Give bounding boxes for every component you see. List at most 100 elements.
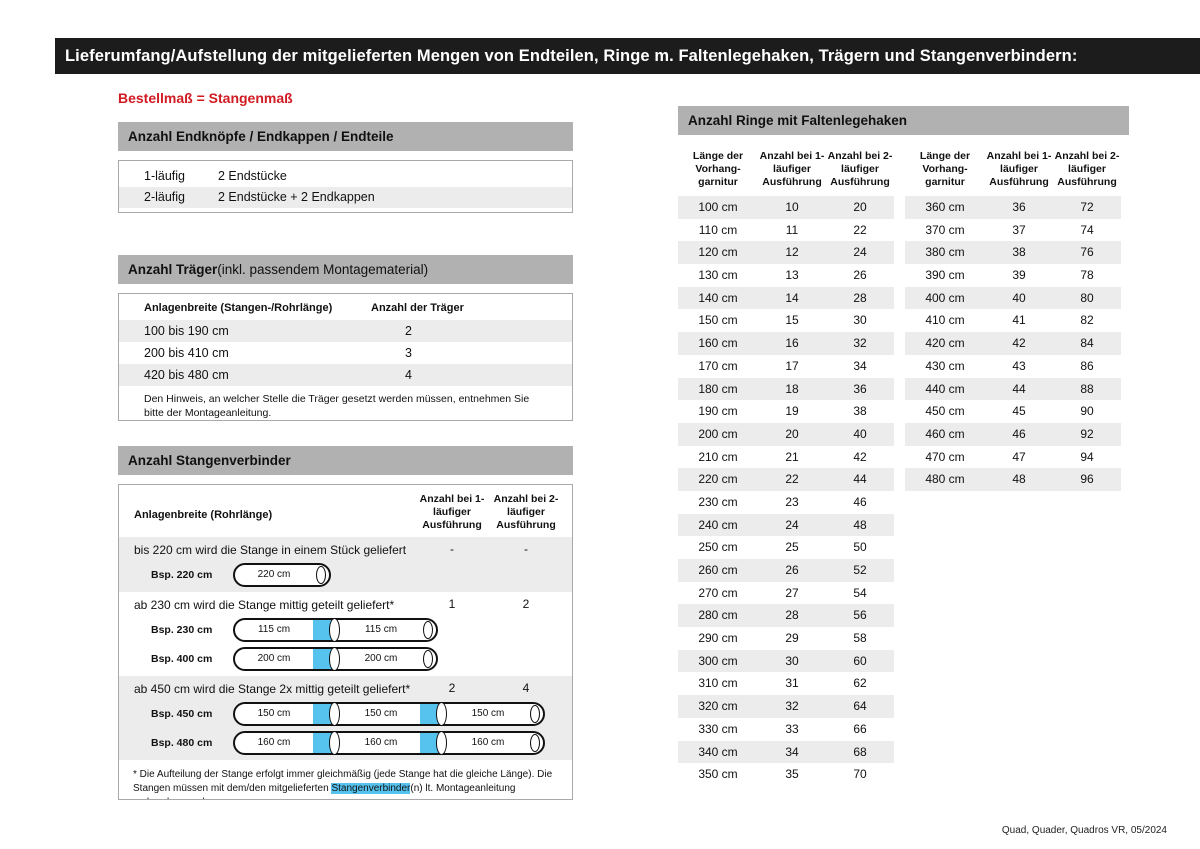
page-title-bar: Lieferumfang/Aufstellung der mitgeliefer… [55, 38, 1200, 74]
table-row: 230 cm 23 46 [678, 491, 894, 514]
cell-length: 200 cm [698, 426, 738, 441]
cell-1laeufig: 40 [1012, 290, 1026, 305]
cell-length: 130 cm [698, 268, 738, 283]
cell-length: 340 cm [698, 744, 738, 759]
cell-2laeufig: 78 [1080, 268, 1094, 283]
table-row: 200 bis 410 cm 3 [119, 342, 572, 364]
cell-1laeufig: 37 [1012, 222, 1026, 237]
verbinder-col3-header: Anzahl bei 2-läufiger Ausführung [493, 493, 559, 532]
table-row: 100 bis 190 cm 2 [119, 320, 572, 342]
ring-table-header: Länge der Vorhang-garnitur Anzahl bei 1-… [678, 148, 894, 196]
footnote-text: (n) lt. Montageanleitung verbunden werde… [133, 783, 516, 799]
verbinder-col2-header: Anzahl bei 1-läufiger Ausführung [419, 493, 485, 532]
row-label: 1-läufig [144, 169, 185, 183]
verbinder-section-220: bis 220 cm wird die Stange in einem Stüc… [119, 537, 572, 592]
cell-length: 190 cm [698, 404, 738, 419]
cell-1laeufig: 32 [785, 699, 799, 714]
cell-1laeufig: 15 [785, 313, 799, 328]
rod-diagram: 220 cm [233, 563, 331, 587]
row-value: 2 Endstücke [218, 169, 287, 183]
cell-1laeufig: 36 [1012, 200, 1026, 214]
cell-2laeufig: 46 [853, 494, 867, 509]
cell-2laeufig: 92 [1080, 426, 1094, 441]
table-row: 160 cm 16 32 [678, 332, 894, 355]
cell-2laeufig: 26 [853, 268, 867, 283]
cell-length: 480 cm [925, 472, 965, 487]
table-row: 120 cm 12 24 [678, 241, 894, 265]
rod-segment: 150 cm [420, 702, 527, 726]
cell-1laeufig: 44 [1012, 381, 1026, 396]
endteile-table: 1-läufig 2 Endstücke 2-läufig 2 Endstück… [118, 160, 573, 213]
cell-length: 370 cm [925, 222, 965, 237]
value-1laeufig: 2 [448, 681, 456, 695]
cell-length: 280 cm [698, 608, 738, 623]
rod-endcap-icon [530, 734, 540, 752]
cell-length: 410 cm [925, 313, 965, 328]
verbinder-section-450: ab 450 cm wird die Stange 2x mittig gete… [119, 676, 572, 760]
cell-1laeufig: 20 [785, 426, 799, 441]
cell-1laeufig: 29 [785, 631, 799, 646]
cell-1laeufig: 22 [785, 472, 799, 487]
cell-2laeufig: 20 [853, 200, 867, 214]
cell-1laeufig: 33 [785, 721, 799, 736]
cell-length: 460 cm [925, 426, 965, 441]
segment-length-label: 115 cm [257, 624, 291, 635]
rod-segments: 200 cm 200 cm [235, 647, 420, 671]
table-row: 150 cm 15 30 [678, 309, 894, 332]
verbinder-section-230: ab 230 cm wird die Stange mittig geteilt… [119, 592, 572, 676]
cell-2laeufig: 56 [853, 608, 867, 623]
cell-1laeufig: 35 [785, 767, 799, 782]
cell-2laeufig: 54 [853, 585, 867, 600]
example-row: Bsp. 230 cm 115 cm 115 cm [151, 618, 572, 642]
segment-length-label: 220 cm [257, 569, 291, 580]
stangenverbinder-connector-icon [313, 702, 340, 726]
segment-length-label: 115 cm [364, 624, 398, 635]
rod-segment: 115 cm [313, 618, 420, 642]
cell-length: 210 cm [698, 449, 738, 464]
cell-1laeufig: 19 [785, 404, 799, 419]
ring-rows: 100 cm 10 20 110 cm 11 22 120 cm 12 24 1… [678, 196, 894, 786]
table-row: 480 cm 48 96 [905, 468, 1121, 491]
cell-2laeufig: 60 [853, 653, 867, 668]
cell-length: 430 cm [925, 358, 965, 373]
row-label: 200 bis 410 cm [144, 346, 229, 360]
segment-length-label: 160 cm [364, 737, 398, 748]
table-row: 330 cm 33 66 [678, 718, 894, 741]
cell-2laeufig: 64 [853, 699, 867, 714]
rod-segments: 115 cm 115 cm [235, 618, 420, 642]
rod-segment: 150 cm [235, 704, 313, 724]
stangenverbinder-connector-icon [420, 731, 447, 755]
stangenverbinder-connector-icon [313, 731, 340, 755]
cell-1laeufig: 30 [785, 653, 799, 668]
row-label: 2-läufig [144, 190, 185, 204]
rod-endcap-icon [423, 621, 433, 639]
table-row: 390 cm 39 78 [905, 264, 1121, 287]
cell-1laeufig: 24 [785, 517, 799, 532]
verbinder-col1-header: Anlagenbreite (Rohrlänge) [134, 509, 273, 521]
footnote-highlight: Stangenverbinder [331, 783, 411, 794]
table-row: 290 cm 29 58 [678, 627, 894, 650]
table-row: 270 cm 27 54 [678, 582, 894, 605]
cell-1laeufig: 14 [785, 290, 799, 305]
table-row: 470 cm 47 94 [905, 446, 1121, 469]
cell-1laeufig: 25 [785, 540, 799, 555]
table-row: 190 cm 19 38 [678, 400, 894, 423]
cell-2laeufig: 74 [1080, 222, 1094, 237]
table-row: 310 cm 31 62 [678, 672, 894, 695]
table-row: 360 cm 36 72 [905, 196, 1121, 219]
cell-1laeufig: 42 [1012, 336, 1026, 351]
cell-length: 440 cm [925, 381, 965, 396]
cell-length: 250 cm [698, 540, 738, 555]
rod-endcap-icon [530, 705, 540, 723]
table-row: 170 cm 17 34 [678, 355, 894, 378]
cell-1laeufig: 21 [785, 449, 799, 464]
cell-2laeufig: 80 [1080, 290, 1094, 305]
table-row: 200 cm 20 40 [678, 422, 894, 446]
cell-2laeufig: 42 [853, 449, 867, 464]
segment-length-label: 160 cm [257, 737, 291, 748]
table-row: 420 cm 42 84 [905, 332, 1121, 355]
table-row: 1-läufig 2 Endstücke [119, 166, 572, 187]
cell-2laeufig: 40 [853, 426, 867, 441]
rod-segment: 200 cm [313, 647, 420, 671]
cell-1laeufig: 13 [785, 268, 799, 283]
